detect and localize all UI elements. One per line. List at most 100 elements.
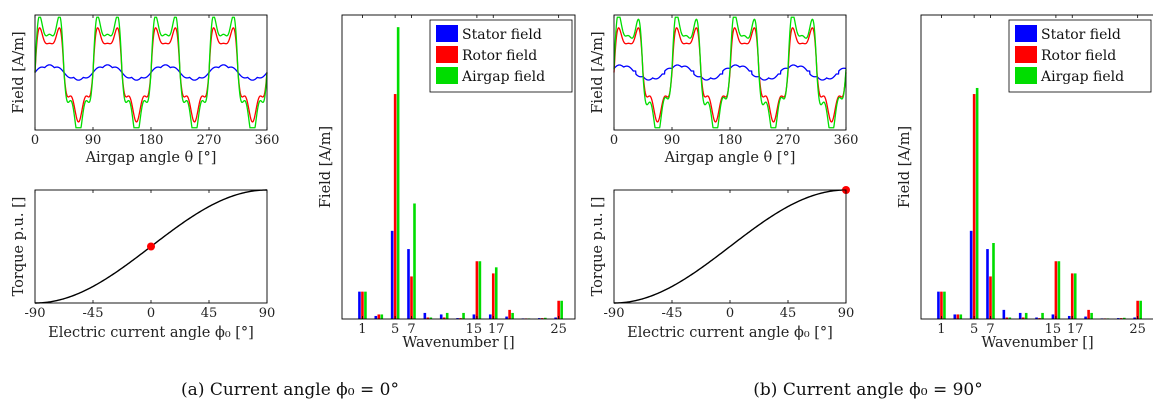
a-field-xlabel: Airgap angle θ [°] (85, 150, 217, 166)
caption-b: (b) Current angle ϕ₀ = 90° (753, 380, 982, 400)
b-spectrum-bar-stator-field-23 (1116, 318, 1120, 319)
b-spectrum-bar-stator-field-5 (969, 230, 973, 319)
a-field-series-airgap-field (34, 16, 268, 129)
a-spectrum-legend-swatch (436, 25, 458, 42)
b-field-x-tick-label: 90 (664, 133, 681, 148)
a-spectrum-legend-swatch (436, 46, 458, 63)
b-field-x-tick-label: 360 (834, 133, 859, 148)
b-torque-x-tick-label: 0 (726, 306, 734, 321)
a-spectrum-x-tick-label: 1 (358, 322, 366, 337)
a-spectrum-bar-rotor-field-1 (361, 291, 364, 319)
b-spectrum-legend-swatch (1015, 46, 1037, 63)
a-spectrum-bar-stator-field-15 (472, 314, 476, 319)
b-spectrum-bar-stator-field-13 (1035, 317, 1038, 319)
b-spectrum-bar-airgap-field-15 (1057, 261, 1061, 319)
a-spectrum-bar-rotor-field-11 (442, 317, 446, 319)
a-spectrum-axes-box (341, 14, 576, 320)
b-spectrum-bar-rotor-field-15 (1054, 261, 1058, 319)
b-spectrum-xlabel: Wavenumber [] (981, 335, 1093, 351)
a-torque-x-tick-label: -90 (25, 306, 46, 321)
a-field-x-tick-label: 0 (31, 133, 39, 148)
a-spectrum-bar-stator-field-19 (505, 316, 508, 319)
a-spectrum-bar-stator-field-17 (488, 314, 492, 319)
b-field-series-airgap-field (613, 16, 847, 129)
b-spectrum-bar-rotor-field-1 (940, 291, 943, 319)
b-spectrum-x-tick-label: 5 (970, 322, 978, 337)
a-spectrum-bar-stator-field-23 (537, 318, 541, 319)
b-field-xlabel: Airgap angle θ [°] (664, 150, 796, 166)
a-spectrum-x-tick-label: 25 (550, 322, 567, 337)
b-spectrum-legend-label: Airgap field (1040, 69, 1124, 85)
b-spectrum-bar-airgap-field-19 (1090, 312, 1093, 319)
a-spectrum-bar-stator-field-11 (439, 314, 443, 319)
b-spectrum-bar-rotor-field-7 (989, 276, 992, 319)
a-spectrum-bar-airgap-field-17 (494, 267, 498, 319)
b-spectrum-bar-airgap-field-3 (959, 314, 963, 319)
b-spectrum-bar-airgap-field-23 (1122, 317, 1126, 319)
b-spectrum-legend-label: Stator field (1041, 27, 1121, 43)
b-field-x-tick-label: 270 (776, 133, 801, 148)
a-spectrum-bar-rotor-field-17 (491, 273, 495, 319)
b-torque-torque-curve (613, 189, 847, 304)
b-torque-ylabel: Torque p.u. [] (590, 197, 606, 297)
a-spectrum-bar-airgap-field-9 (429, 317, 433, 319)
a-spectrum-legend-label: Stator field (462, 27, 542, 43)
a-spectrum-bar-rotor-field-19 (508, 309, 511, 319)
a-field-x-tick-label: 180 (139, 133, 164, 148)
b-torque-x-tick-label: -90 (604, 306, 625, 321)
b-spectrum-bar-rotor-field-19 (1087, 309, 1090, 319)
a-spectrum-x-tick-label: 17 (488, 322, 505, 337)
a-field-x-tick-label: 90 (85, 133, 102, 148)
b-torque-x-tick-label: 90 (838, 306, 855, 321)
b-spectrum-bar-stator-field-1 (937, 291, 940, 319)
a-torque-x-tick-label: 45 (201, 306, 218, 321)
a-spectrum-bar-airgap-field-13 (462, 312, 465, 319)
b-spectrum-bar-airgap-field-17 (1073, 273, 1077, 319)
b-spectrum-bar-rotor-field-3 (956, 314, 960, 319)
b-spectrum-bar-stator-field-17 (1067, 315, 1071, 319)
b-spectrum-legend-swatch (1015, 25, 1037, 42)
a-torque-x-tick-label: 90 (259, 306, 276, 321)
b-spectrum-bar-airgap-field-25 (1139, 300, 1142, 319)
a-spectrum-bar-airgap-field-5 (396, 27, 400, 319)
a-spectrum-bar-airgap-field-19 (511, 312, 514, 319)
b-torque-x-tick-label: 45 (780, 306, 797, 321)
a-torque-x-tick-label: 0 (147, 306, 155, 321)
a-spectrum-bar-airgap-field-3 (380, 314, 384, 319)
b-spectrum-legend-swatch (1015, 67, 1037, 84)
b-spectrum-bar-airgap-field-13 (1041, 312, 1044, 319)
b-spectrum-bar-rotor-field-25 (1136, 300, 1139, 319)
a-spectrum-legend-label: Rotor field (462, 48, 537, 64)
b-field-x-tick-label: 0 (610, 133, 618, 148)
a-spectrum-bar-stator-field-25 (554, 317, 557, 319)
a-spectrum-bar-stator-field-13 (456, 318, 459, 319)
b-spectrum-bar-rotor-field-11 (1021, 317, 1025, 319)
a-spectrum-bar-stator-field-1 (358, 291, 361, 319)
b-spectrum-x-tick-label: 15 (1045, 322, 1062, 337)
b-spectrum-bar-stator-field-9 (1002, 309, 1006, 319)
a-spectrum-bar-stator-field-3 (374, 315, 378, 319)
b-spectrum-bar-rotor-field-13 (1038, 318, 1041, 319)
a-spectrum-bar-airgap-field-1 (364, 291, 367, 319)
b-spectrum-x-tick-label: 25 (1129, 322, 1146, 337)
a-spectrum-xlabel: Wavenumber [] (402, 335, 514, 351)
a-spectrum-x-tick-label: 15 (466, 322, 483, 337)
a-spectrum-legend-label: Airgap field (461, 69, 545, 85)
caption-a: (a) Current angle ϕ₀ = 0° (181, 380, 399, 400)
a-torque-ylabel: Torque p.u. [] (11, 197, 27, 297)
b-spectrum-bar-stator-field-11 (1018, 312, 1022, 319)
a-spectrum-bar-airgap-field-15 (478, 261, 482, 319)
b-spectrum-bar-airgap-field-5 (975, 87, 979, 320)
b-spectrum-bar-airgap-field-1 (943, 291, 946, 319)
a-field-ylabel: Field [A/m] (11, 31, 27, 113)
a-spectrum-ylabel: Field [A/m] (318, 126, 334, 208)
b-spectrum-bar-stator-field-7 (986, 249, 989, 319)
a-spectrum-x-tick-label: 5 (391, 322, 399, 337)
b-spectrum-bar-airgap-field-11 (1024, 312, 1028, 319)
a-spectrum-bar-rotor-field-5 (393, 94, 397, 319)
a-spectrum-bar-airgap-field-23 (543, 317, 547, 319)
b-torque-x-tick-label: -45 (662, 306, 683, 321)
b-spectrum-x-tick-label: 7 (986, 322, 994, 337)
a-torque-xlabel: Electric current angle ϕ₀ [°] (48, 325, 254, 341)
